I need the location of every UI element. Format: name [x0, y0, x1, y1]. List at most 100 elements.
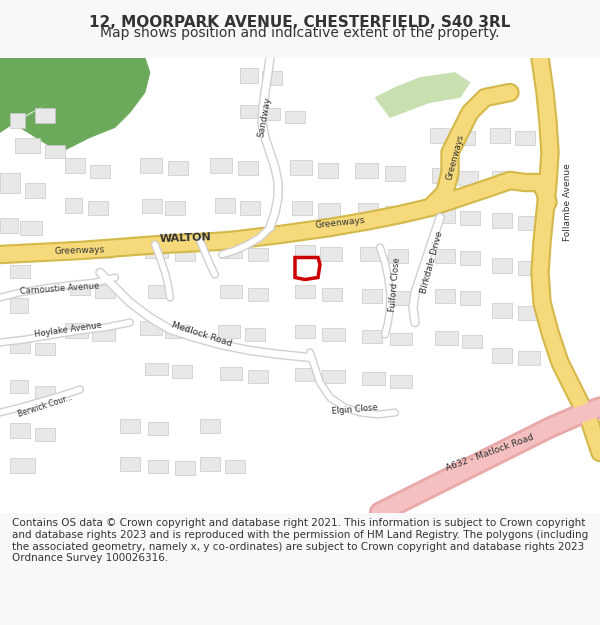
Polygon shape	[385, 166, 405, 181]
Polygon shape	[90, 164, 110, 177]
Text: Sandway: Sandway	[257, 96, 273, 139]
Polygon shape	[262, 71, 282, 84]
Polygon shape	[175, 248, 195, 261]
Polygon shape	[492, 213, 512, 228]
Polygon shape	[430, 127, 450, 142]
Polygon shape	[240, 201, 260, 214]
Text: Fulford Close: Fulford Close	[388, 257, 402, 312]
Polygon shape	[0, 58, 600, 512]
Polygon shape	[200, 456, 220, 471]
Polygon shape	[140, 321, 162, 334]
Polygon shape	[490, 127, 510, 142]
Polygon shape	[518, 351, 540, 364]
Text: Greenways: Greenways	[314, 216, 365, 229]
Polygon shape	[435, 331, 458, 344]
Polygon shape	[10, 422, 30, 437]
Polygon shape	[295, 368, 318, 381]
Polygon shape	[25, 182, 45, 198]
Text: Hoylake Avenue: Hoylake Avenue	[34, 320, 102, 339]
Text: Contains OS data © Crown copyright and database right 2021. This information is : Contains OS data © Crown copyright and d…	[12, 518, 588, 563]
Polygon shape	[0, 173, 20, 192]
Polygon shape	[320, 246, 342, 261]
Polygon shape	[518, 306, 540, 319]
Polygon shape	[35, 342, 55, 354]
Polygon shape	[35, 428, 55, 441]
Polygon shape	[492, 258, 512, 272]
Polygon shape	[295, 324, 315, 338]
Polygon shape	[65, 158, 85, 172]
Polygon shape	[390, 332, 412, 344]
Polygon shape	[10, 379, 28, 392]
Polygon shape	[220, 284, 242, 298]
Polygon shape	[390, 374, 412, 388]
Polygon shape	[248, 288, 268, 301]
Polygon shape	[215, 198, 235, 212]
Polygon shape	[318, 202, 340, 217]
Text: Medlock Road: Medlock Road	[170, 321, 233, 349]
Polygon shape	[93, 244, 112, 258]
Text: Greenways: Greenways	[445, 134, 466, 181]
Polygon shape	[240, 104, 258, 118]
Polygon shape	[45, 144, 65, 158]
Polygon shape	[15, 138, 40, 152]
Polygon shape	[248, 369, 268, 382]
Polygon shape	[35, 107, 55, 122]
Polygon shape	[165, 201, 185, 214]
Polygon shape	[15, 58, 150, 152]
Polygon shape	[10, 112, 25, 128]
Text: A632 - Matlock Road: A632 - Matlock Road	[445, 432, 535, 472]
Polygon shape	[318, 162, 338, 177]
Polygon shape	[10, 339, 30, 352]
Text: Birkdale Drive: Birkdale Drive	[419, 230, 445, 295]
Polygon shape	[238, 161, 258, 174]
Polygon shape	[240, 68, 258, 82]
Polygon shape	[210, 158, 232, 172]
Polygon shape	[355, 162, 378, 177]
Polygon shape	[145, 362, 168, 374]
Polygon shape	[248, 248, 268, 261]
Polygon shape	[70, 281, 90, 294]
Polygon shape	[375, 72, 470, 118]
Text: Carnoustie Avenue: Carnoustie Avenue	[20, 281, 100, 296]
Polygon shape	[292, 201, 312, 214]
Polygon shape	[460, 291, 480, 304]
Polygon shape	[220, 244, 242, 258]
Polygon shape	[10, 458, 35, 472]
Polygon shape	[95, 284, 115, 298]
Polygon shape	[385, 206, 405, 221]
Polygon shape	[515, 131, 535, 144]
Polygon shape	[65, 198, 82, 212]
Polygon shape	[200, 419, 220, 432]
Polygon shape	[140, 158, 162, 172]
Polygon shape	[435, 209, 455, 222]
Text: Elgin Close: Elgin Close	[332, 403, 379, 416]
Polygon shape	[148, 421, 168, 434]
Polygon shape	[458, 171, 478, 184]
Polygon shape	[120, 456, 140, 471]
Polygon shape	[0, 58, 110, 132]
Polygon shape	[70, 241, 88, 252]
Polygon shape	[20, 221, 42, 234]
Polygon shape	[172, 364, 192, 378]
Polygon shape	[518, 216, 538, 229]
Polygon shape	[145, 244, 168, 258]
Polygon shape	[290, 159, 312, 174]
Polygon shape	[518, 173, 538, 186]
Polygon shape	[165, 324, 188, 338]
Text: Berwick Cour...: Berwick Cour...	[17, 392, 73, 419]
Text: 12, MOORPARK AVENUE, CHESTERFIELD, S40 3RL: 12, MOORPARK AVENUE, CHESTERFIELD, S40 3…	[89, 16, 511, 31]
Polygon shape	[0, 217, 18, 232]
Polygon shape	[175, 461, 195, 474]
Text: Map shows position and indicative extent of the property.: Map shows position and indicative extent…	[100, 26, 500, 39]
Polygon shape	[360, 246, 382, 261]
Polygon shape	[295, 244, 315, 258]
Text: WALTON: WALTON	[159, 232, 211, 244]
Polygon shape	[220, 366, 242, 379]
Polygon shape	[65, 322, 88, 338]
Polygon shape	[35, 386, 55, 398]
Polygon shape	[492, 302, 512, 318]
Polygon shape	[388, 249, 408, 262]
Polygon shape	[455, 131, 475, 144]
Text: Follambe Avenue: Follambe Avenue	[563, 164, 572, 241]
Polygon shape	[295, 284, 315, 298]
